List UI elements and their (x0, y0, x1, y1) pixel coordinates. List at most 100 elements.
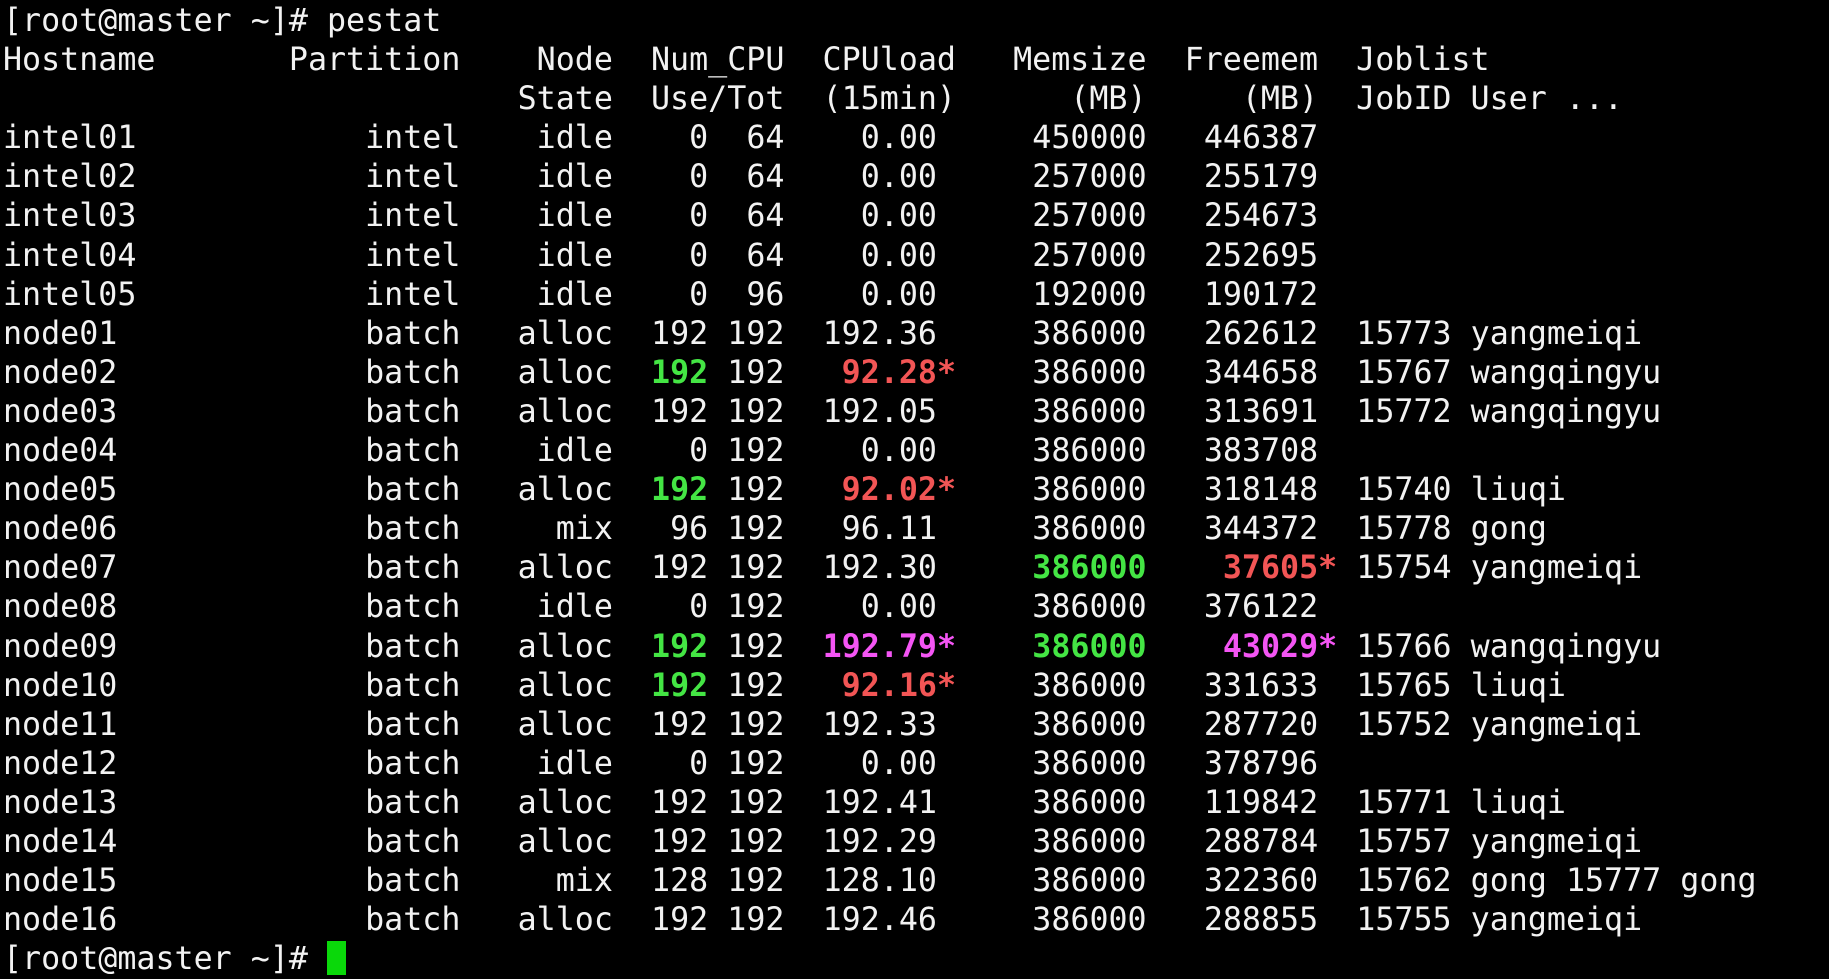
freemem-cell: 446387 (1203, 120, 1319, 157)
cpu-tot-cell: 192 (708, 433, 785, 470)
freemem-cell: 254673 (1203, 198, 1319, 235)
cpu-use-cell: 0 (689, 198, 709, 235)
pad (956, 394, 1032, 430)
pad (1147, 863, 1204, 899)
hostname-cell: node16 (3, 902, 289, 939)
cpu-tot-cell: 192 (708, 393, 785, 430)
partition-cell: batch (288, 315, 461, 352)
pad (937, 902, 956, 938)
freemem-cell: 262612 (1203, 315, 1319, 352)
state-cell: idle (460, 745, 613, 782)
pad (956, 629, 1032, 665)
partition-cell: intel (288, 237, 461, 274)
state-cell: alloc (460, 784, 613, 821)
memsize-cell: 192000 (1032, 276, 1147, 313)
cpuload-cell: 0.00 (860, 237, 937, 274)
pad (784, 277, 860, 313)
pad (1318, 824, 1337, 860)
hostname-cell: node06 (3, 511, 289, 548)
pad (937, 746, 956, 782)
hostname-cell: node08 (3, 589, 289, 626)
freemem-cell: 331633 (1203, 667, 1319, 704)
memsize-cell: 386000 (1032, 784, 1147, 821)
pad (1318, 511, 1337, 547)
table-header-line-2: State Use/Tot (15min) (MB) (MB) JobID Us… (3, 80, 1829, 119)
pad (784, 589, 860, 625)
pad (956, 472, 1032, 508)
pad (937, 277, 956, 313)
pad (937, 550, 956, 586)
cpuload-cell: 0.00 (860, 589, 937, 626)
pad (784, 863, 822, 899)
pad (613, 238, 689, 274)
pad (1318, 589, 1337, 625)
cpu-use-cell: 0 (689, 159, 709, 196)
pad (613, 746, 689, 782)
pad (1147, 472, 1204, 508)
pad (1147, 550, 1223, 586)
cpuload-cell: 192.33 (822, 706, 937, 743)
hostname-cell: node13 (3, 784, 289, 821)
cpu-use-cell: 192 (651, 667, 709, 704)
cpu-tot-cell: 64 (708, 120, 785, 157)
freemem-cell: 344372 (1203, 511, 1319, 548)
pad (1147, 785, 1204, 821)
pad (937, 589, 956, 625)
state-cell: alloc (460, 706, 613, 743)
cpuload-cell: 0.00 (860, 433, 937, 470)
memsize-cell: 386000 (1032, 472, 1147, 509)
terminal-cursor (327, 941, 347, 976)
pestat-row-node02: node02 batch alloc 192 192 92.28* 386000… (3, 354, 1829, 393)
pestat-row-node16: node16 batch alloc 192 192 192.46 386000… (3, 901, 1829, 940)
partition-cell: batch (288, 823, 461, 860)
memsize-cell: 386000 (1032, 315, 1147, 352)
cpu-tot-cell: 192 (708, 511, 785, 548)
pestat-row-intel04: intel04 intel idle 0 64 0.00 257000 2526… (3, 237, 1829, 276)
pad (956, 785, 1032, 821)
pestat-row-intel03: intel03 intel idle 0 64 0.00 257000 2546… (3, 197, 1829, 236)
state-cell: alloc (460, 354, 613, 391)
memsize-cell: 386000 (1032, 863, 1147, 900)
partition-cell: batch (288, 667, 461, 704)
state-cell: idle (460, 276, 613, 313)
pad (784, 316, 822, 352)
pestat-row-node07: node07 batch alloc 192 192 192.30 386000… (3, 549, 1829, 588)
memsize-cell: 386000 (1032, 354, 1147, 391)
hostname-cell: node09 (3, 628, 289, 665)
partition-cell: batch (288, 784, 461, 821)
joblist-cell: 15757 yangmeiqi (1337, 823, 1643, 860)
pad (784, 550, 822, 586)
cpu-tot-cell: 192 (708, 745, 785, 782)
pad (784, 746, 860, 782)
hostname-cell: intel01 (3, 120, 289, 157)
cpuload-cell: 0.00 (860, 120, 937, 157)
pad (1147, 316, 1204, 352)
cpu-use-cell: 96 (670, 511, 709, 548)
pad (1318, 707, 1337, 743)
pad (784, 433, 860, 469)
memsize-cell: 257000 (1032, 237, 1147, 274)
pad (1147, 198, 1204, 234)
cpuload-cell: 0.00 (860, 276, 937, 313)
joblist-cell: 15771 liuqi (1337, 784, 1566, 821)
pestat-row-node06: node06 batch mix 96 192 96.11 386000 344… (3, 510, 1829, 549)
pad (784, 120, 860, 156)
pad (956, 668, 1032, 704)
pad (1147, 511, 1204, 547)
state-cell: idle (460, 237, 613, 274)
cpuload-cell: 96.11 (841, 511, 937, 548)
hostname-cell: node03 (3, 393, 289, 430)
partition-cell: batch (288, 511, 461, 548)
pad (784, 785, 822, 821)
freemem-cell: 378796 (1203, 745, 1319, 782)
pad (613, 902, 651, 938)
command-text: pestat (327, 3, 442, 39)
cpu-use-cell: 0 (689, 433, 709, 470)
cpuload-cell: 128.10 (822, 863, 937, 900)
pad (1318, 355, 1337, 391)
cpu-tot-cell: 192 (708, 667, 785, 704)
cpuload-cell: 92.16* (841, 667, 957, 704)
pad (613, 511, 670, 547)
cpu-tot-cell: 192 (708, 823, 785, 860)
